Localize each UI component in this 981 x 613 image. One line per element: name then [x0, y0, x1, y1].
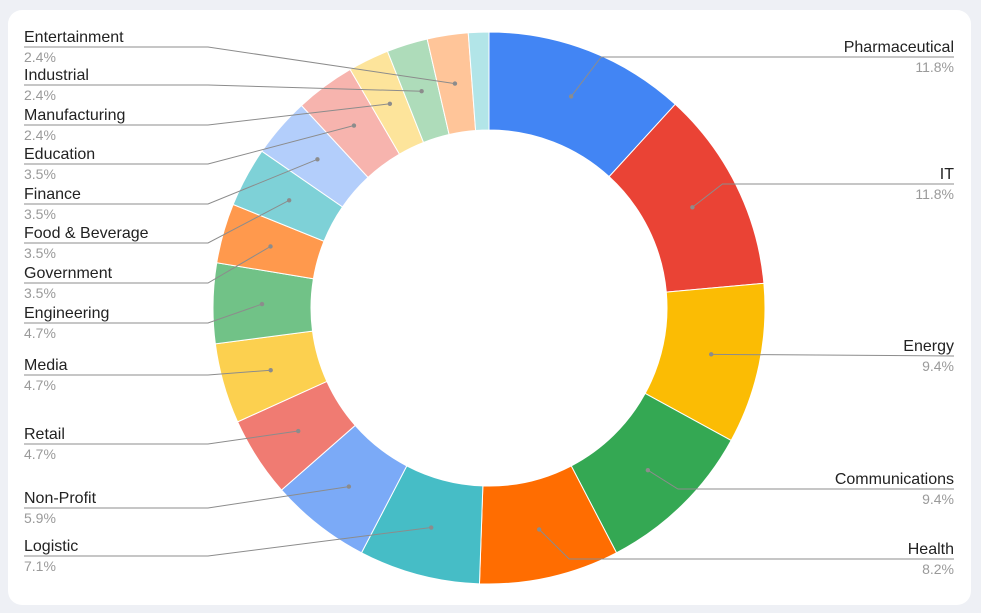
leader-dot-media [268, 368, 273, 373]
leader-line-food-and-beverage [24, 199, 290, 244]
leader-line-engineering [24, 303, 263, 324]
leader-dot-finance [315, 157, 320, 162]
value-label-energy: 9.4% [922, 358, 954, 374]
leader-dot-pharmaceutical [568, 94, 574, 99]
label-non-profit: Non-Profit [24, 490, 97, 507]
value-label-health: 8.2% [922, 561, 954, 577]
leader-dot-engineering [259, 301, 265, 307]
leader-line-non-profit [24, 486, 349, 509]
leader-dot-entertainment [452, 81, 458, 86]
label-energy: Energy [903, 338, 954, 355]
leader-line-logistic [24, 527, 432, 557]
leader-line-group [24, 46, 955, 560]
leader-line-it [692, 183, 954, 208]
value-label-education: 3.5% [24, 166, 56, 182]
leader-line-entertainment [24, 46, 456, 85]
donut-chart: Pharmaceutical 11.8% IT 11.8% Energy 9.4% Comm… [24, 29, 955, 585]
leader-line-industrial [24, 84, 422, 92]
value-label-communications: 9.4% [922, 491, 954, 507]
leader-dot-it [690, 205, 695, 210]
label-health: Health [908, 541, 954, 558]
leader-dot-health [536, 527, 542, 532]
label-finance: Finance [24, 186, 81, 203]
slice-unlabeled[interactable] [467, 31, 490, 132]
leader-line-finance [24, 158, 318, 205]
label-food-and-beverage: Food & Beverage [24, 225, 149, 242]
leader-dot-government [268, 244, 273, 249]
value-label-finance: 3.5% [24, 206, 56, 222]
label-government: Government [24, 265, 113, 282]
leader-line-communications [647, 469, 954, 490]
leader-dot-industrial [419, 89, 424, 94]
leader-line-media [24, 369, 271, 376]
leader-dot-food-and-beverage [286, 198, 292, 203]
value-label-retail: 4.7% [24, 446, 56, 462]
value-label-government: 3.5% [24, 285, 56, 301]
value-label-engineering: 4.7% [24, 325, 56, 341]
leader-dot-manufacturing [387, 101, 393, 106]
slice-group [212, 31, 766, 585]
label-media: Media [24, 357, 68, 374]
label-manufacturing: Manufacturing [24, 107, 125, 124]
value-label-it: 11.8% [915, 186, 954, 202]
label-entertainment: Entertainment [24, 29, 124, 46]
leader-line-government [24, 246, 271, 284]
leader-line-manufacturing [24, 103, 390, 126]
label-retail: Retail [24, 426, 65, 443]
leader-dot-logistic [429, 525, 434, 530]
leader-dot-energy [709, 352, 714, 357]
label-pharmaceutical: Pharmaceutical [844, 39, 954, 56]
label-logistic: Logistic [24, 538, 78, 555]
leader-line-education [24, 125, 355, 165]
label-education: Education [24, 146, 95, 163]
value-label-entertainment: 2.4% [24, 49, 56, 65]
value-label-pharmaceutical: 11.8% [915, 59, 954, 75]
leader-line-pharmaceutical [570, 56, 954, 97]
value-label-non-profit: 5.9% [24, 510, 56, 526]
value-label-food-and-beverage: 3.5% [24, 245, 56, 261]
chart-card: Pharmaceutical 11.8% IT 11.8% Energy 9.4% Comm… [8, 10, 971, 605]
leader-line-retail [24, 430, 299, 445]
label-it: IT [940, 166, 954, 183]
leader-dot-non-profit [346, 484, 352, 489]
label-communications: Communications [835, 471, 954, 488]
leader-line-energy [711, 353, 955, 357]
value-label-media: 4.7% [24, 377, 56, 393]
label-industrial: Industrial [24, 67, 89, 84]
leader-line-health [538, 529, 954, 560]
label-group: Pharmaceutical 11.8% IT 11.8% Energy 9.4% Comm… [24, 29, 954, 577]
value-label-industrial: 2.4% [24, 87, 56, 103]
leader-dot-communications [645, 467, 651, 473]
value-label-manufacturing: 2.4% [24, 127, 56, 143]
leader-dot-education [351, 123, 357, 128]
label-engineering: Engineering [24, 305, 109, 322]
leader-dot-retail [296, 428, 301, 434]
value-label-logistic: 7.1% [24, 558, 56, 574]
